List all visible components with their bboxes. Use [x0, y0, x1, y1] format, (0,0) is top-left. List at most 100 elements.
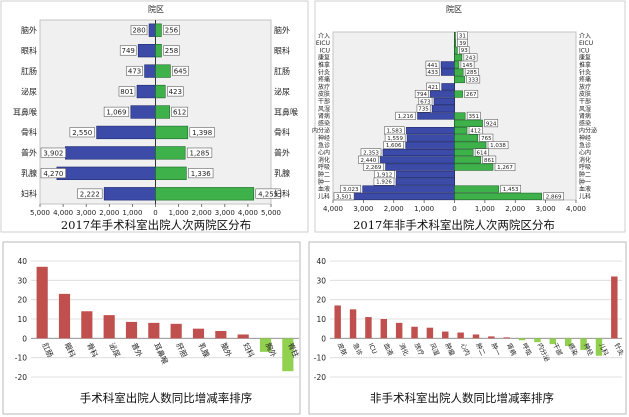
bar-left-肿二 [396, 170, 455, 179]
y-tick-label: 40 [17, 257, 27, 266]
data-label-box [373, 177, 395, 186]
bar-left-脑外 [148, 23, 156, 37]
category-label-right: 急诊 [579, 141, 591, 149]
bar-left-推拿 [440, 61, 455, 69]
category-label-right: 感染 [579, 119, 591, 127]
category-label-right: 骨科 [274, 127, 290, 137]
data-label-box [416, 104, 431, 113]
bar-眼科 [58, 293, 71, 339]
bar-right-呼吸 [454, 163, 494, 171]
chart-title: 手术科室出院人数同比增减率排序 [80, 391, 253, 405]
category-label-right: 放疗 [579, 83, 591, 91]
y-tick-label: 40 [316, 257, 326, 266]
data-label-box [189, 127, 215, 138]
bar-right-针灸 [454, 68, 464, 76]
category-label-left: 消化 [318, 156, 330, 164]
bar-left-神经 [406, 134, 455, 142]
data-label-left: 1,559 [387, 136, 403, 142]
data-label-right: 412 [470, 129, 481, 135]
data-label-left: 1,912 [377, 172, 393, 178]
nonsurgical-yoy-panel: -20-10010203040 皮肤 急诊 ICU 血液 消化 放疗 风湿 肿瘤 心内 肿二 肿一肾… [308, 241, 627, 415]
category-label-left: 呼吸 [318, 164, 330, 171]
category-label-right: 肿二 [579, 171, 591, 179]
data-label-box [118, 86, 136, 97]
category-label-left: 骨科 [21, 127, 37, 137]
category-label-right: 妇科 [274, 189, 290, 199]
data-label-right: 258 [165, 47, 178, 55]
data-label-right: 4,255 [258, 190, 278, 198]
y-tick-label: 20 [17, 296, 27, 305]
y-tick-label: -10 [15, 354, 27, 363]
bar-left-儿科 [347, 192, 455, 200]
data-label-right: 861 [484, 158, 495, 164]
category-label-right: 肛肠 [274, 67, 290, 76]
category-label-left: 肾病 [318, 112, 330, 120]
bar-right-疼痛 [454, 75, 465, 84]
x-tick-label: 0 [452, 205, 456, 213]
data-label-left: 421 [428, 85, 439, 91]
chart-title: 2017年手术科室出院人次两院区分布 [61, 218, 251, 232]
bar-left-肿一 [395, 178, 455, 186]
y-tick-label: 30 [316, 276, 326, 285]
category-label-left: 泌尿 [21, 86, 37, 96]
data-label-left: 3,023 [343, 187, 359, 193]
bar-left-消化 [380, 156, 455, 164]
bar-肿一 [488, 336, 495, 339]
category-label-left: 乳腺 [21, 168, 37, 178]
y-tick-label: 10 [316, 315, 326, 324]
data-label-left: 473 [128, 68, 141, 76]
category-label-left: 普外 [21, 148, 37, 158]
category-label-left: 感染 [318, 119, 330, 127]
data-label-box [40, 147, 66, 158]
data-label-right: 924 [486, 121, 497, 127]
category-label-left: 妇科 [21, 189, 37, 199]
bar-妇科 [237, 334, 249, 339]
bar-left-放疗 [441, 83, 455, 91]
category-label-right: 泌尿 [274, 86, 290, 96]
data-label-left: 2,353 [363, 151, 379, 157]
bar-泌尿 [103, 315, 115, 339]
data-label-left: 3,902 [43, 149, 63, 157]
bar-right-消化 [454, 156, 481, 164]
bar-肾病 [503, 337, 510, 339]
category-label-left: 皮肤 [318, 90, 330, 98]
category-label-left: 血液 [318, 185, 330, 193]
bar-right-儿科 [454, 192, 542, 200]
bar-骨科 [81, 311, 93, 339]
y-tick-label: 10 [17, 315, 27, 324]
category-label-left: ICU [320, 47, 330, 54]
y-tick-label: 0 [321, 334, 326, 343]
data-label-right: 612 [173, 109, 186, 117]
category-label-left: 儿科 [318, 192, 330, 200]
bar-肿瘤 [442, 331, 449, 339]
category-label-right: 康复 [579, 54, 591, 62]
bar-皮肤 [334, 305, 341, 339]
x-tick-label: 5,000 [30, 209, 50, 217]
category-label-right: 肿一 [579, 178, 591, 186]
data-label-right: 31 [459, 34, 466, 40]
bar-right-普外 [155, 146, 186, 160]
bar-感染 [564, 338, 572, 347]
data-label-right: 333 [468, 77, 479, 83]
bar-神经 [580, 338, 587, 350]
data-label-right: 2,869 [546, 194, 562, 200]
bar-风湿 [426, 327, 434, 339]
x-tick-label: 2,000 [99, 209, 119, 217]
data-label-right: 1,285 [190, 149, 210, 157]
data-label-right: 1,398 [192, 129, 212, 137]
bar-right-急诊 [454, 141, 487, 149]
data-label-left: 1,216 [398, 114, 414, 120]
y-tick-label: -10 [314, 354, 326, 363]
data-label-box [487, 141, 509, 150]
data-label-left: 735 [418, 107, 429, 113]
category-label-left: 风湿 [318, 105, 330, 113]
bar-针灸 [611, 276, 618, 339]
bar-left-呼吸 [385, 163, 455, 171]
data-label-box [171, 106, 188, 117]
category-label-left: 肿一 [318, 178, 330, 186]
x-tick-label: 2,000 [192, 209, 212, 217]
bar-内分泌 [534, 338, 541, 343]
data-label-left: 441 [427, 63, 438, 69]
bar-left-耳鼻喉 [130, 105, 156, 119]
bar-left-眼科 [137, 44, 156, 58]
